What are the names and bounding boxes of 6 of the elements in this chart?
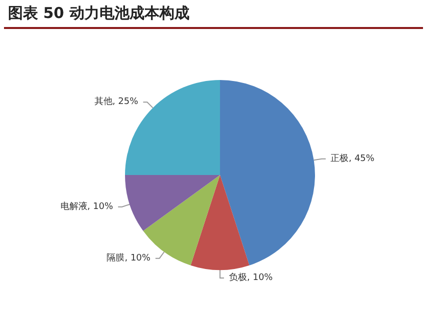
slice-label: 负极, 10% [229,272,274,283]
chart-title: 图表 50 动力电池成本构成 [8,4,190,23]
slice-label: 正极, 45% [330,152,375,164]
slice-label: 隔膜, 10% [106,252,151,264]
slice-label: 其他, 25% [94,96,139,108]
slice-label: 电解液, 10% [60,200,114,212]
